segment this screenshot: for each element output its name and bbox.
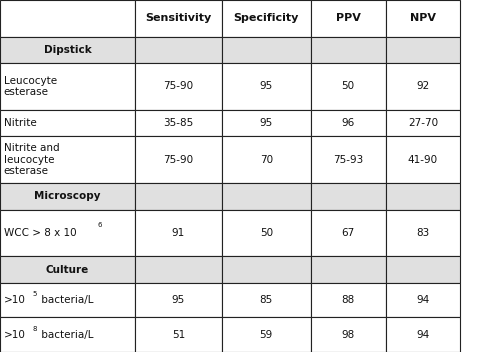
Text: 95: 95 <box>260 81 273 92</box>
Bar <box>135 183 222 209</box>
Bar <box>0 283 135 318</box>
Bar <box>386 209 460 256</box>
Text: bacteria/L: bacteria/L <box>38 295 93 305</box>
Bar <box>386 136 460 183</box>
Bar <box>311 318 386 352</box>
Text: 88: 88 <box>342 295 355 305</box>
Text: 94: 94 <box>416 295 429 305</box>
Bar <box>222 110 311 136</box>
Text: 8: 8 <box>32 326 37 332</box>
Bar <box>135 283 222 318</box>
Text: 35-85: 35-85 <box>163 118 193 128</box>
Text: 5: 5 <box>32 291 37 297</box>
Bar <box>222 209 311 256</box>
Text: 6: 6 <box>97 222 102 228</box>
Text: 51: 51 <box>172 330 185 340</box>
Text: 50: 50 <box>342 81 355 92</box>
Bar <box>222 183 311 209</box>
Text: 83: 83 <box>416 228 429 238</box>
Bar <box>135 209 222 256</box>
Bar <box>0 209 135 256</box>
Bar <box>386 110 460 136</box>
Bar <box>0 63 135 110</box>
Bar <box>135 110 222 136</box>
Bar <box>386 0 460 37</box>
Bar <box>311 209 386 256</box>
Bar <box>222 0 311 37</box>
Bar <box>222 256 311 283</box>
Bar <box>311 63 386 110</box>
Text: 95: 95 <box>172 295 185 305</box>
Text: Microscopy: Microscopy <box>34 191 101 201</box>
Bar <box>0 183 135 209</box>
Text: 92: 92 <box>416 81 429 92</box>
Bar <box>386 183 460 209</box>
Text: 75-93: 75-93 <box>333 155 363 165</box>
Bar <box>135 0 222 37</box>
Text: 70: 70 <box>260 155 273 165</box>
Bar <box>386 63 460 110</box>
Bar <box>0 256 135 283</box>
Text: 41-90: 41-90 <box>408 155 438 165</box>
Text: Nitrite: Nitrite <box>4 118 37 128</box>
Bar <box>135 37 222 63</box>
Bar <box>0 318 135 352</box>
Text: WCC > 8 x 10: WCC > 8 x 10 <box>4 228 77 238</box>
Bar <box>0 110 135 136</box>
Bar <box>222 37 311 63</box>
Text: 27-70: 27-70 <box>408 118 438 128</box>
Bar <box>0 136 135 183</box>
Text: Specificity: Specificity <box>234 13 299 23</box>
Text: 95: 95 <box>260 118 273 128</box>
Bar <box>311 110 386 136</box>
Bar <box>311 136 386 183</box>
Text: Nitrite and
leucocyte
esterase: Nitrite and leucocyte esterase <box>4 143 59 176</box>
Bar <box>0 0 135 37</box>
Text: 96: 96 <box>342 118 355 128</box>
Bar <box>386 283 460 318</box>
Bar <box>222 283 311 318</box>
Text: NPV: NPV <box>410 13 436 23</box>
Text: Dipstick: Dipstick <box>43 45 92 55</box>
Text: bacteria/L: bacteria/L <box>38 330 94 340</box>
Text: 75-90: 75-90 <box>163 155 193 165</box>
Bar <box>135 136 222 183</box>
Bar <box>135 318 222 352</box>
Bar <box>311 37 386 63</box>
Text: 67: 67 <box>342 228 355 238</box>
Text: >10: >10 <box>4 330 26 340</box>
Bar <box>222 63 311 110</box>
Bar <box>386 318 460 352</box>
Bar <box>222 318 311 352</box>
Text: 75-90: 75-90 <box>163 81 193 92</box>
Bar <box>386 37 460 63</box>
Bar <box>0 37 135 63</box>
Bar <box>311 0 386 37</box>
Text: 85: 85 <box>260 295 273 305</box>
Text: Sensitivity: Sensitivity <box>145 13 212 23</box>
Text: 50: 50 <box>260 228 273 238</box>
Bar <box>135 256 222 283</box>
Bar <box>386 256 460 283</box>
Text: 91: 91 <box>172 228 185 238</box>
Text: Leucocyte
esterase: Leucocyte esterase <box>4 76 57 97</box>
Text: Culture: Culture <box>46 265 89 275</box>
Bar <box>311 183 386 209</box>
Text: PPV: PPV <box>336 13 361 23</box>
Bar <box>311 256 386 283</box>
Text: 94: 94 <box>416 330 429 340</box>
Bar <box>135 63 222 110</box>
Bar <box>311 283 386 318</box>
Text: 59: 59 <box>260 330 273 340</box>
Text: >10: >10 <box>4 295 26 305</box>
Text: 98: 98 <box>342 330 355 340</box>
Bar <box>222 136 311 183</box>
